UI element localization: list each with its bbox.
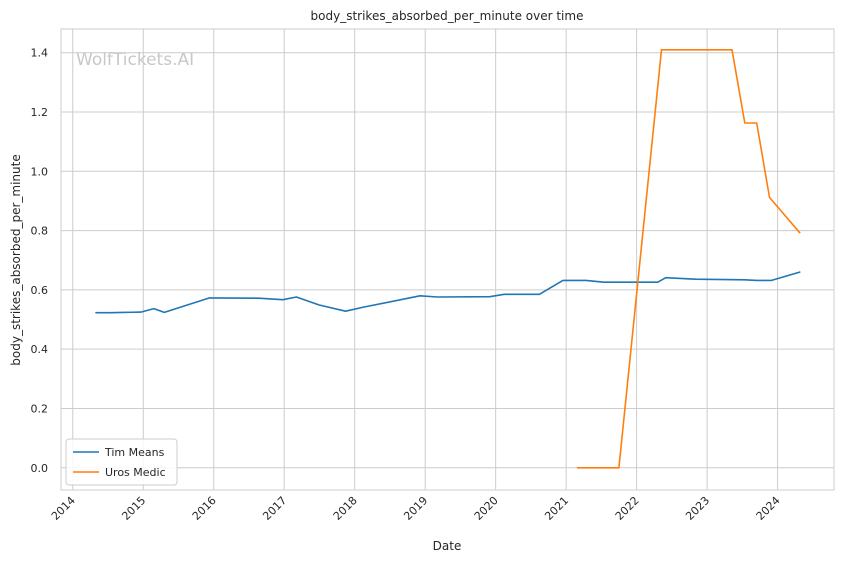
grid xyxy=(61,29,834,490)
y-tick-label-0.0: 0.0 xyxy=(31,462,49,475)
series-layer xyxy=(95,48,801,469)
legend-box xyxy=(65,438,178,486)
legend-label-tim-means: Tim Means xyxy=(104,446,165,459)
y-tick-label-0.4: 0.4 xyxy=(31,343,49,356)
y-axis-label: body_strikes_absorbed_per_minute xyxy=(9,154,23,365)
plot-frame xyxy=(60,28,835,491)
chart-title: body_strikes_absorbed_per_minute over ti… xyxy=(311,9,584,23)
y-tick-label-1.2: 1.2 xyxy=(31,106,49,119)
watermark-text: WolfTickets.AI xyxy=(76,50,194,70)
y-tick-label-1.0: 1.0 xyxy=(31,165,49,178)
x-axis-label: Date xyxy=(433,539,462,553)
y-tick-label-0.8: 0.8 xyxy=(31,225,49,238)
y-tick-labels: 0.0 0.2 0.4 0.6 0.8 1.0 1.2 1.4 xyxy=(31,47,49,475)
legend-label-uros-medic: Uros Medic xyxy=(105,466,166,479)
legend: Tim Means Uros Medic xyxy=(65,438,178,486)
y-tick-label-1.4: 1.4 xyxy=(31,47,49,60)
y-tick-label-0.6: 0.6 xyxy=(31,284,49,297)
y-tick-label-0.2: 0.2 xyxy=(31,402,49,415)
series-line-uros-medic xyxy=(576,48,801,469)
series-line-tim-means xyxy=(95,271,801,314)
